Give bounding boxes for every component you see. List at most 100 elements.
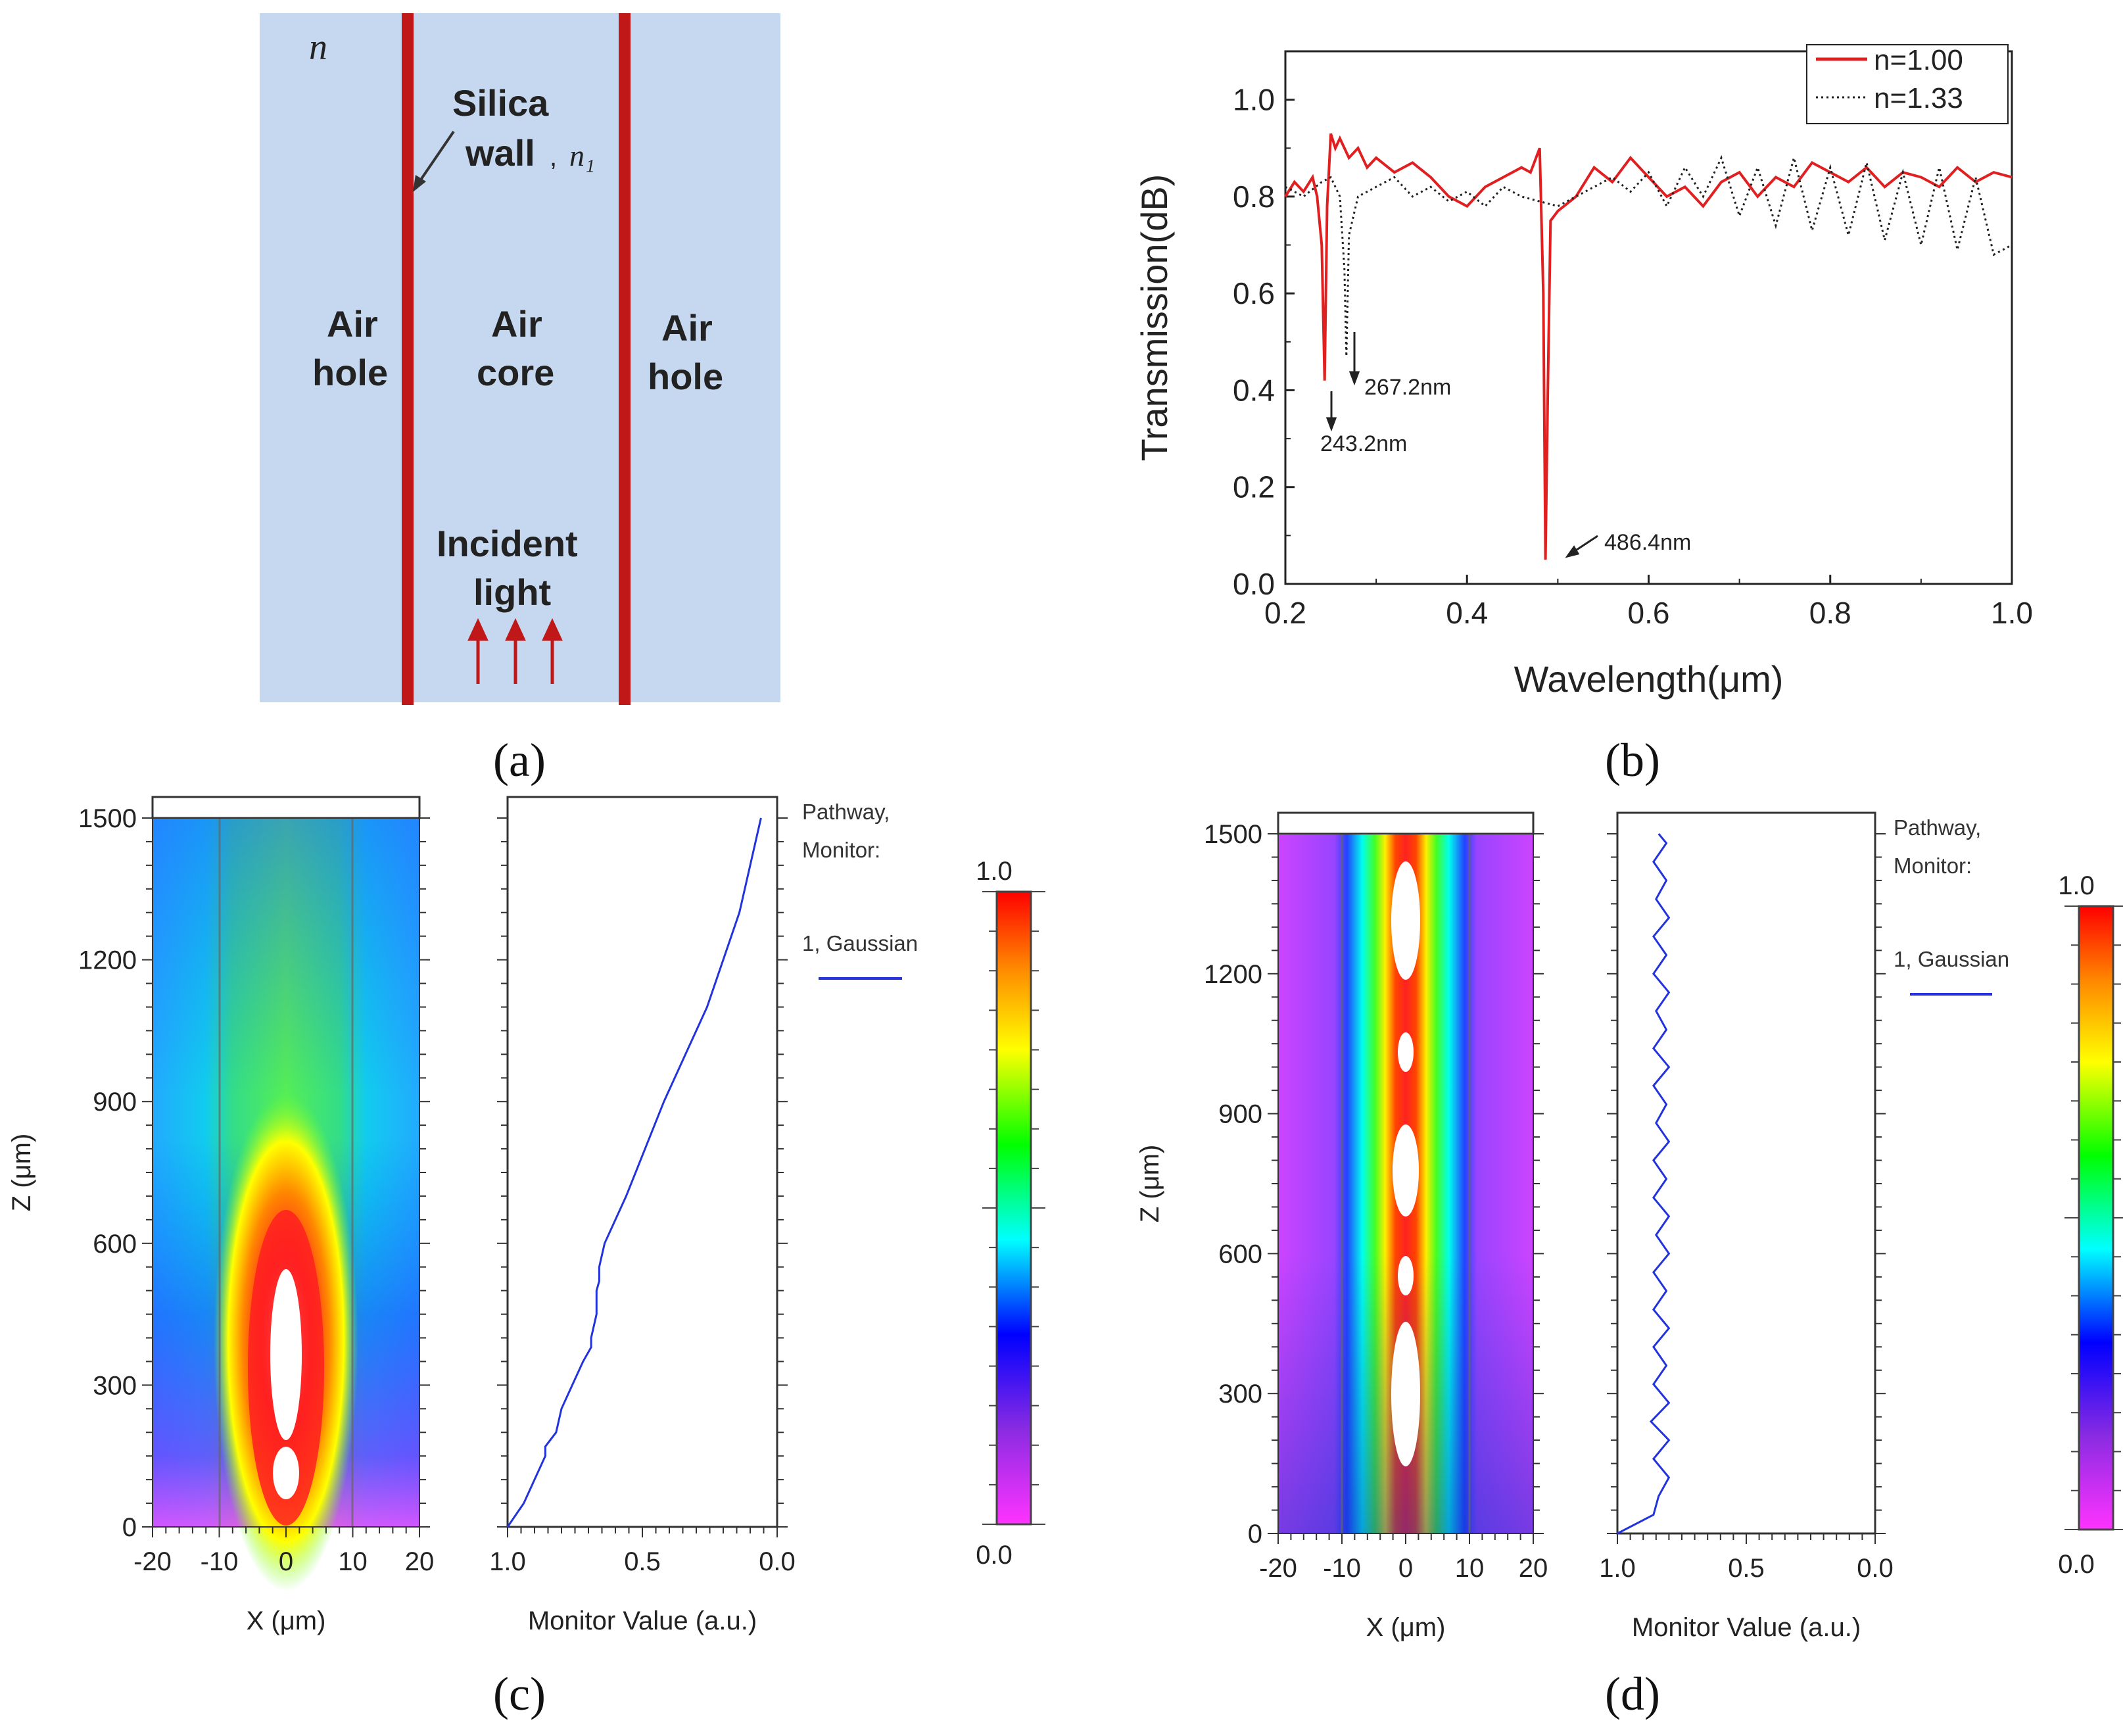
x-tick-label: 10 [338, 1547, 368, 1576]
x-tick-label: 1.0 [1599, 1554, 1636, 1583]
x-axis-label: X (μm) [1366, 1613, 1446, 1642]
air-hole-left-line2: hole [312, 352, 388, 393]
y-tick-label: 0 [1248, 1520, 1262, 1549]
x-tick-label: 0.5 [624, 1547, 661, 1576]
colorbar-c [982, 890, 1045, 1526]
silica-label: Silica [452, 82, 549, 124]
x-tick-label: -10 [1323, 1554, 1361, 1583]
legend-entry: n=1.33 [1874, 82, 1963, 114]
heatmap-c-frame-top [151, 796, 421, 819]
y-tick-label: 600 [93, 1230, 137, 1259]
legend-d-entry: 1, Gaussian [1894, 947, 2009, 971]
wall-comma: , [550, 143, 557, 172]
legend-c-title-1: Pathway, [802, 800, 890, 824]
y-tick-label: 1200 [1204, 960, 1262, 989]
panel-c-label: (c) [493, 1668, 546, 1720]
air-core-line1: Air [491, 303, 542, 345]
x-tick-label: 1.0 [1991, 596, 2033, 630]
monitor-plot-c: 1.0 0.5 0.0 Monitor Value (a.u.) [489, 796, 796, 1635]
x-tick-label: 0.4 [1446, 596, 1488, 630]
y-tick-label: 0.2 [1233, 470, 1275, 504]
heatmap-d-white-2 [1393, 1124, 1419, 1217]
monitor-curve [1617, 833, 1671, 1535]
heatmap-d-axes: -20 -10 0 10 20 0 300 600 900 1200 1500 X (μm) Z (μm… [1135, 820, 1548, 1642]
incident-light-line1: Incident [437, 523, 578, 564]
y-tick-label: 0 [122, 1513, 137, 1542]
annotation-486nm: 486.4nm [1604, 530, 1691, 555]
x-tick-label: 0.2 [1264, 596, 1306, 630]
heatmap-d-white-5 [1398, 1256, 1414, 1295]
colorbar-gradient [995, 890, 1032, 1526]
monitor-plot-d: 1.0 0.5 0.0 Monitor Value (a.u.) [1599, 811, 1894, 1642]
legend-c-title-2: Monitor: [802, 838, 880, 862]
panel-a-background [260, 13, 780, 702]
panel-d-label: (d) [1605, 1668, 1660, 1720]
y-tick-label: 0.0 [1233, 567, 1275, 601]
x-tick-label: 0.0 [759, 1547, 796, 1576]
heatmap-d-white-3 [1391, 1322, 1420, 1466]
air-hole-right-line1: Air [661, 307, 713, 349]
monitor-frame [1616, 811, 1876, 1535]
x-axis-label: X (μm) [247, 1606, 326, 1635]
refractive-index-n-label: n [309, 27, 327, 68]
wall-label: wall [465, 132, 535, 174]
y-tick-label: 0.6 [1233, 276, 1275, 310]
legend-d-title-2: Monitor: [1894, 854, 1972, 878]
panel-b-label: (b) [1605, 734, 1660, 786]
x-tick-label: 0 [279, 1547, 293, 1576]
legend-d-title-1: Pathway, [1894, 815, 1981, 840]
n1-label: n₁ [569, 139, 595, 172]
panel-a: n Silica wall , n₁ Air hole Air core Air… [260, 13, 780, 786]
incident-light-arrows [467, 618, 563, 684]
x-tick-label: -10 [201, 1547, 239, 1576]
y-axis-label: Z (μm) [1135, 1145, 1164, 1223]
y-tick-label: 0.4 [1233, 373, 1275, 407]
y-tick-label: 0.8 [1233, 180, 1275, 214]
y-tick-label: 1500 [78, 804, 137, 833]
field-heatmap-d: -20 -10 0 10 20 0 300 600 900 1200 1500 X (μm) Z (μm… [1135, 811, 1548, 1642]
silica-wall-right [619, 13, 631, 705]
series-line-n100 [1284, 133, 2013, 560]
x-tick-label: 0.0 [1857, 1554, 1894, 1583]
panel-a-label: (a) [493, 734, 546, 786]
x-tick-label: 1.0 [489, 1547, 526, 1576]
heatmap-d-white-1 [1391, 861, 1420, 980]
y-tick-label: 600 [1218, 1240, 1262, 1268]
y-tick-label: 1500 [1204, 820, 1262, 849]
annotation-267nm: 267.2nm [1364, 375, 1451, 400]
plot-frame [1284, 50, 2013, 585]
colorbar-d-max: 1.0 [2058, 871, 2095, 900]
y-tick-label: 900 [1218, 1100, 1262, 1129]
annotation-243nm: 243.2nm [1320, 431, 1407, 456]
heatmap-d-frame-top [1277, 811, 1535, 835]
field-heatmap-c: -20 -10 0 10 20 0 300 600 900 1200 1500 X (μm) Z (μm… [7, 796, 435, 1635]
silica-pointer-arrow [416, 130, 455, 187]
colorbar-c-min: 0.0 [976, 1541, 1013, 1570]
air-hole-right-line2: hole [648, 356, 723, 397]
heatmap-c-hotspot-white-2 [273, 1447, 299, 1499]
x-tick-label: -20 [133, 1547, 172, 1576]
x-axis-label: Monitor Value (a.u.) [528, 1606, 757, 1635]
series-line-n133 [1285, 154, 2013, 356]
y-axis-label: Transmission(dB) [1133, 174, 1175, 462]
x-tick-label: 0 [1398, 1554, 1413, 1583]
x-tick-label: 20 [405, 1547, 435, 1576]
silica-pointer-arrowhead [413, 175, 426, 192]
air-core-line2: core [477, 352, 554, 393]
legend-c-entry: 1, Gaussian [802, 931, 918, 955]
annotation-arrows [1325, 332, 1598, 558]
heatmap-d-white-4 [1398, 1032, 1414, 1072]
x-tick-label: -20 [1259, 1554, 1297, 1583]
colorbar-c-max: 1.0 [976, 857, 1013, 886]
heatmap-c-hotspot-white [270, 1269, 302, 1440]
y-tick-label: 300 [93, 1371, 137, 1400]
colorbar-gradient [2078, 905, 2114, 1531]
y-tick-label: 1.0 [1233, 83, 1275, 117]
y-axis-label: Z (μm) [7, 1134, 36, 1212]
x-tick-label: 0.5 [1728, 1554, 1765, 1583]
colorbar-d [2064, 905, 2123, 1531]
transmission-chart: 0.2 0.4 0.6 0.8 1.00.00.20.40.60.81.0Wavelen… [1133, 44, 2033, 700]
y-tick-label: 1200 [78, 946, 137, 975]
y-tick-label: 300 [1218, 1380, 1262, 1409]
